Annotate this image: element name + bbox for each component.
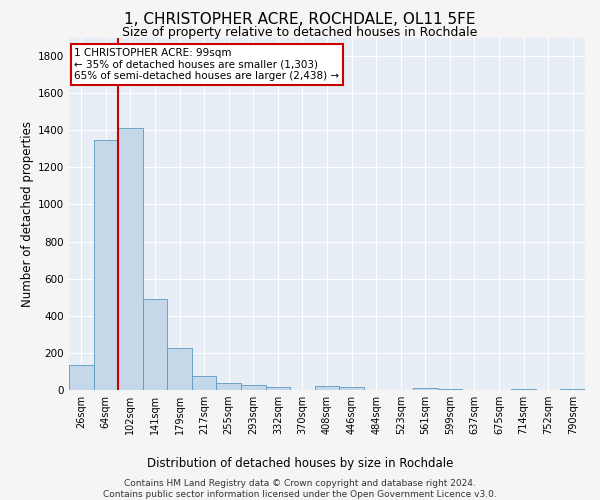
Text: Size of property relative to detached houses in Rochdale: Size of property relative to detached ho… <box>122 26 478 39</box>
Bar <box>560 389 585 390</box>
Bar <box>511 389 536 390</box>
Bar <box>94 140 118 390</box>
Y-axis label: Number of detached properties: Number of detached properties <box>21 120 34 306</box>
Text: Distribution of detached houses by size in Rochdale: Distribution of detached houses by size … <box>147 458 453 470</box>
Bar <box>339 387 364 390</box>
Bar <box>69 365 94 390</box>
Bar <box>315 386 339 390</box>
Bar <box>143 299 167 390</box>
Bar <box>167 348 192 390</box>
Bar <box>266 387 290 390</box>
Bar <box>192 376 217 390</box>
Text: 1 CHRISTOPHER ACRE: 99sqm
← 35% of detached houses are smaller (1,303)
65% of se: 1 CHRISTOPHER ACRE: 99sqm ← 35% of detac… <box>74 48 339 82</box>
Bar <box>118 128 143 390</box>
Bar <box>413 388 437 390</box>
Text: 1, CHRISTOPHER ACRE, ROCHDALE, OL11 5FE: 1, CHRISTOPHER ACRE, ROCHDALE, OL11 5FE <box>124 12 476 28</box>
Bar <box>437 389 462 390</box>
Bar <box>217 382 241 390</box>
Text: Contains HM Land Registry data © Crown copyright and database right 2024.: Contains HM Land Registry data © Crown c… <box>124 479 476 488</box>
Text: Contains public sector information licensed under the Open Government Licence v3: Contains public sector information licen… <box>103 490 497 499</box>
Bar <box>241 386 266 390</box>
